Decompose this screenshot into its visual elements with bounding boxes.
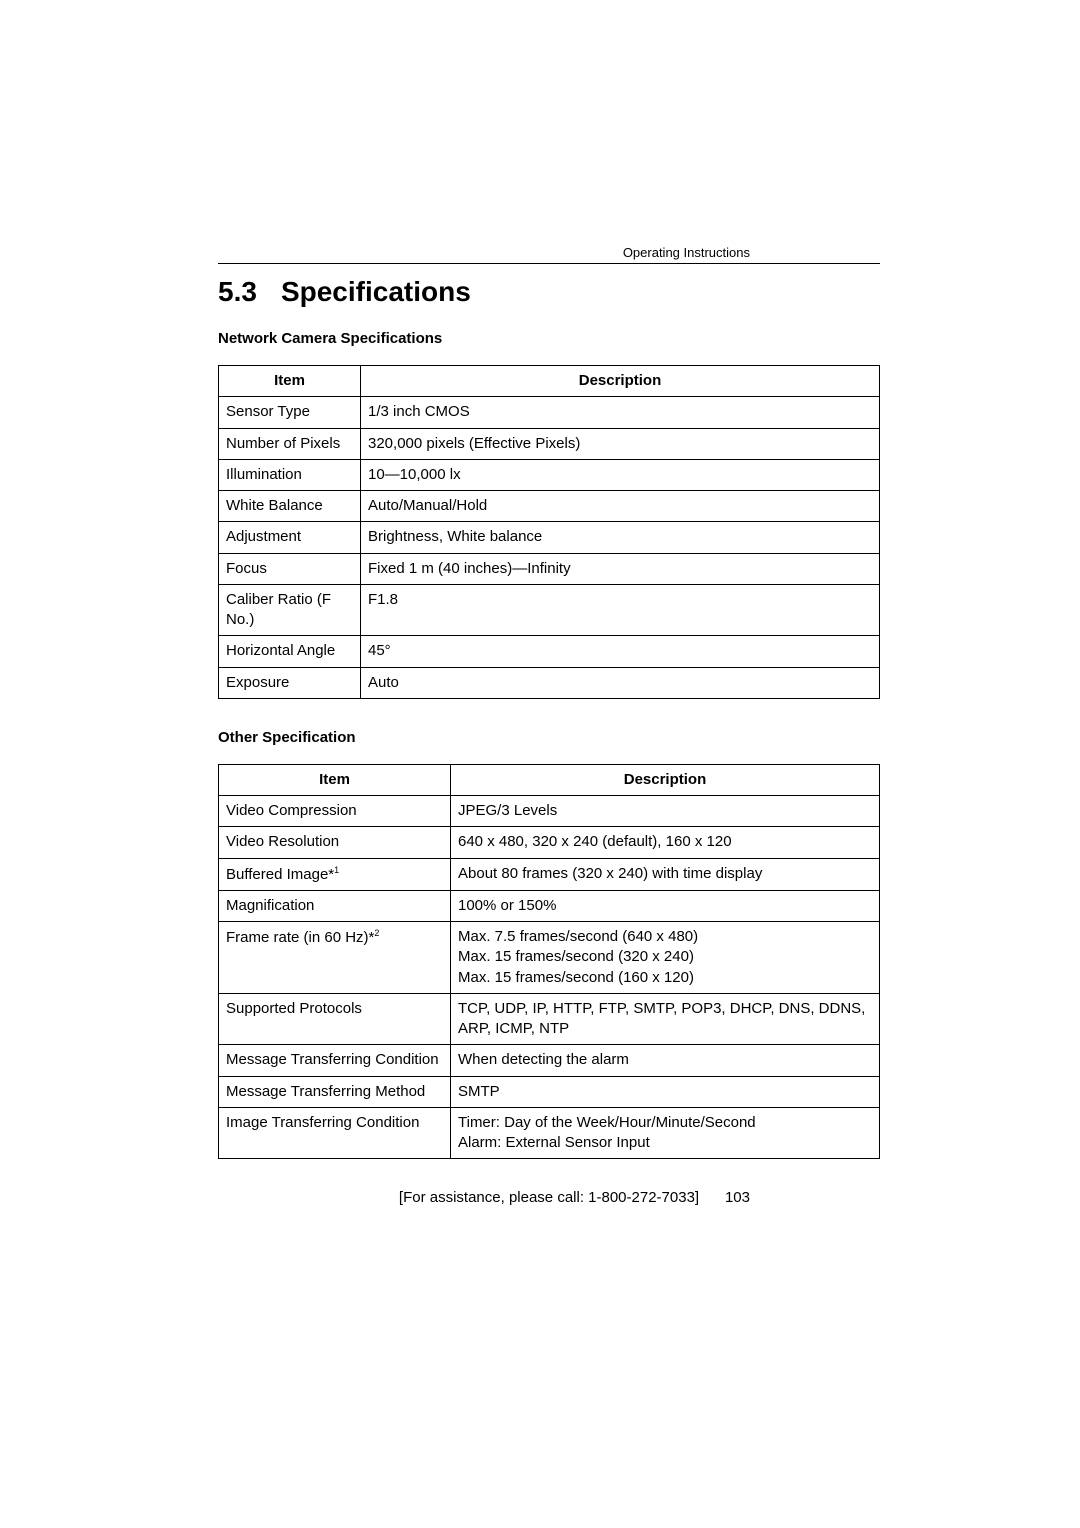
table-row: FocusFixed 1 m (40 inches)—Infinity	[219, 553, 880, 584]
cell-item: Exposure	[219, 667, 361, 698]
header-doc-label: Operating Instructions	[623, 245, 750, 260]
cell-item: White Balance	[219, 491, 361, 522]
table-row: Horizontal Angle45°	[219, 636, 880, 667]
table-row: Supported ProtocolsTCP, UDP, IP, HTTP, F…	[219, 993, 880, 1045]
table-row: AdjustmentBrightness, White balance	[219, 522, 880, 553]
footer-assist-text: [For assistance, please call: 1-800-272-…	[399, 1189, 699, 1206]
cell-description: F1.8	[361, 584, 880, 636]
table1-caption: Network Camera Specifications	[218, 330, 880, 347]
section-heading: 5.3 Specifications	[218, 276, 880, 308]
cell-item: Adjustment	[219, 522, 361, 553]
cell-description: 100% or 150%	[451, 890, 880, 921]
cell-item: Image Transferring Condition	[219, 1107, 451, 1159]
cell-description: TCP, UDP, IP, HTTP, FTP, SMTP, POP3, DHC…	[451, 993, 880, 1045]
col-header-description: Description	[451, 764, 880, 795]
cell-item: Video Resolution	[219, 827, 451, 858]
cell-item: Message Transferring Method	[219, 1076, 451, 1107]
col-header-description: Description	[361, 366, 880, 397]
cell-description: When detecting the alarm	[451, 1045, 880, 1076]
table-row: ExposureAuto	[219, 667, 880, 698]
cell-item: Buffered Image*1	[219, 858, 451, 890]
other-spec-table: Item Description Video CompressionJPEG/3…	[218, 764, 880, 1160]
table-row: Caliber Ratio (F No.)F1.8	[219, 584, 880, 636]
cell-description: Timer: Day of the Week/Hour/Minute/Secon…	[451, 1107, 880, 1159]
cell-description: 320,000 pixels (Effective Pixels)	[361, 428, 880, 459]
section-number: 5.3	[218, 276, 257, 308]
table-row: Image Transferring ConditionTimer: Day o…	[219, 1107, 880, 1159]
table-row: Video Resolution640 x 480, 320 x 240 (de…	[219, 827, 880, 858]
cell-item: Number of Pixels	[219, 428, 361, 459]
table-row: Buffered Image*1About 80 frames (320 x 2…	[219, 858, 880, 890]
cell-description: 45°	[361, 636, 880, 667]
table-row: Message Transferring ConditionWhen detec…	[219, 1045, 880, 1076]
table2-caption: Other Specification	[218, 729, 880, 746]
table-row: Illumination10—10,000 lx	[219, 459, 880, 490]
col-header-item: Item	[219, 764, 451, 795]
cell-description: 10—10,000 lx	[361, 459, 880, 490]
cell-description: Max. 7.5 frames/second (640 x 480)Max. 1…	[451, 922, 880, 994]
table-row: Sensor Type1/3 inch CMOS	[219, 397, 880, 428]
table-row: Frame rate (in 60 Hz)*2Max. 7.5 frames/s…	[219, 922, 880, 994]
header-rule	[218, 263, 880, 264]
cell-item: Sensor Type	[219, 397, 361, 428]
cell-description: About 80 frames (320 x 240) with time di…	[451, 858, 880, 890]
page-number: 103	[725, 1189, 750, 1206]
table-row: White BalanceAuto/Manual/Hold	[219, 491, 880, 522]
document-page: Operating Instructions 5.3 Specifications…	[0, 0, 1080, 1528]
cell-description: JPEG/3 Levels	[451, 796, 880, 827]
table-row: Message Transferring MethodSMTP	[219, 1076, 880, 1107]
cell-item: Message Transferring Condition	[219, 1045, 451, 1076]
table-row: Number of Pixels320,000 pixels (Effectiv…	[219, 428, 880, 459]
cell-item: Illumination	[219, 459, 361, 490]
table-header-row: Item Description	[219, 764, 880, 795]
cell-item: Frame rate (in 60 Hz)*2	[219, 922, 451, 994]
cell-description: 640 x 480, 320 x 240 (default), 160 x 12…	[451, 827, 880, 858]
footnote-superscript: 1	[334, 865, 339, 875]
section-title-text: Specifications	[281, 276, 471, 307]
table-row: Video CompressionJPEG/3 Levels	[219, 796, 880, 827]
cell-item: Caliber Ratio (F No.)	[219, 584, 361, 636]
col-header-item: Item	[219, 366, 361, 397]
cell-item: Supported Protocols	[219, 993, 451, 1045]
cell-description: SMTP	[451, 1076, 880, 1107]
cell-description: Brightness, White balance	[361, 522, 880, 553]
footer: [For assistance, please call: 1-800-272-…	[218, 1189, 880, 1206]
network-camera-spec-table: Item Description Sensor Type1/3 inch CMO…	[218, 365, 880, 699]
cell-item: Horizontal Angle	[219, 636, 361, 667]
cell-description: Auto	[361, 667, 880, 698]
cell-description: Auto/Manual/Hold	[361, 491, 880, 522]
table-row: Magnification100% or 150%	[219, 890, 880, 921]
cell-item: Magnification	[219, 890, 451, 921]
cell-item: Focus	[219, 553, 361, 584]
cell-description: Fixed 1 m (40 inches)—Infinity	[361, 553, 880, 584]
cell-item: Video Compression	[219, 796, 451, 827]
table-header-row: Item Description	[219, 366, 880, 397]
footnote-superscript: 2	[374, 928, 379, 938]
cell-description: 1/3 inch CMOS	[361, 397, 880, 428]
